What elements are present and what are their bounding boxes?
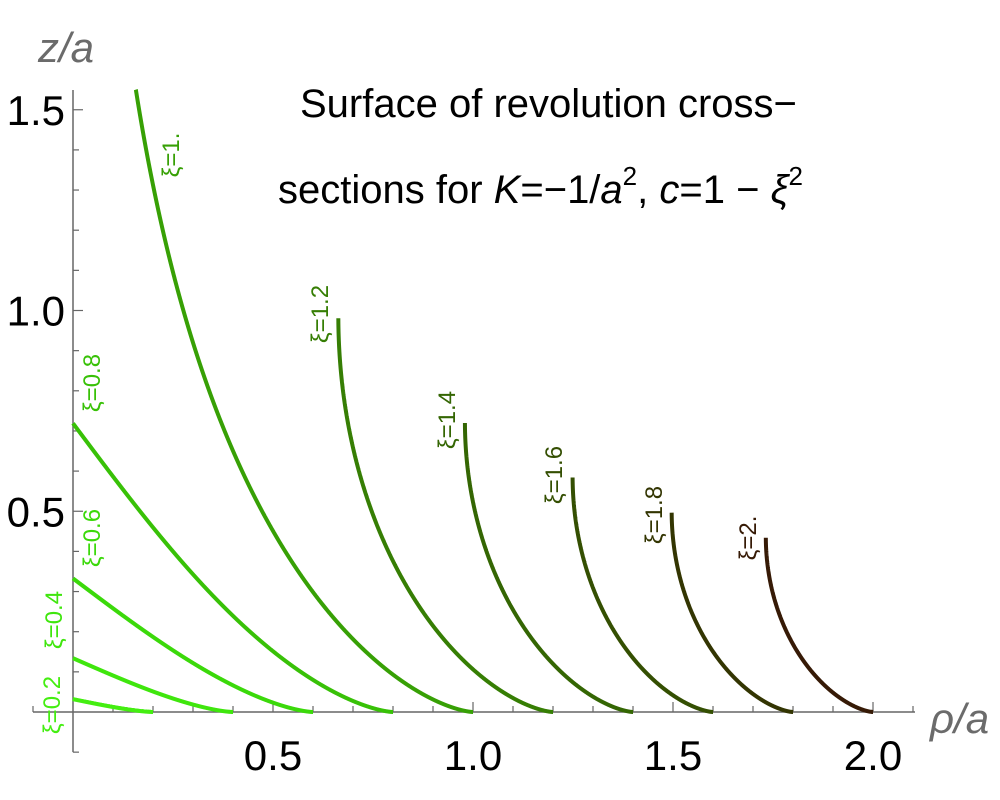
curve-0.2 (71, 697, 155, 714)
y-tick-label: 1.0 (7, 288, 65, 335)
chart-title-line-2: sections for K=−1/a2, c=1 − ξ2 (278, 161, 803, 212)
y-tick-label: 1.5 (7, 87, 65, 134)
curve-label: ξ=0.4 (41, 591, 68, 649)
curve-0.8 (71, 421, 395, 714)
curve-label: ξ=1. (158, 133, 185, 178)
curve-label: ξ=1.6 (541, 446, 568, 504)
x-tick-label: 1.5 (644, 732, 702, 779)
curve-1.2 (336, 318, 555, 714)
curve-0.6 (71, 576, 315, 714)
curve-1.6 (570, 477, 715, 714)
x-tick-label: 0.5 (244, 732, 302, 779)
curve-label: ξ=2. (735, 516, 762, 561)
curve-label: ξ=0.8 (79, 354, 106, 412)
curve-label: ξ=1.8 (641, 486, 668, 544)
y-axis-label: z/a (37, 24, 94, 71)
curve-label: ξ=0.6 (79, 509, 106, 567)
curve-label: ξ=1.2 (307, 285, 334, 343)
axes: 0.5 1.0 1.5 2.0 0.5 1.0 1.5 (7, 87, 915, 779)
chart-title-line-1: Surface of revolution cross− (300, 82, 797, 126)
curve-1. (133, 87, 475, 714)
curve-labels: ξ=0.2 ξ=0.4 ξ=0.6 ξ=0.8 ξ=1. ξ=1.2 ξ=1.4 ξ=1.6 ξ… (39, 133, 762, 734)
curve-1.8 (669, 512, 795, 714)
curve-label: ξ=0.2 (39, 676, 66, 734)
curve-label: ξ=1.4 (434, 391, 461, 449)
x-tick-label: 1.0 (444, 732, 502, 779)
y-tick-label: 0.5 (7, 488, 65, 535)
x-tick-label: 2.0 (844, 732, 902, 779)
x-axis-label: ρ/a (928, 695, 989, 742)
curve-0.4 (71, 656, 235, 714)
curves (71, 87, 875, 714)
curve-1.4 (462, 422, 635, 714)
curve-2. (763, 537, 875, 714)
